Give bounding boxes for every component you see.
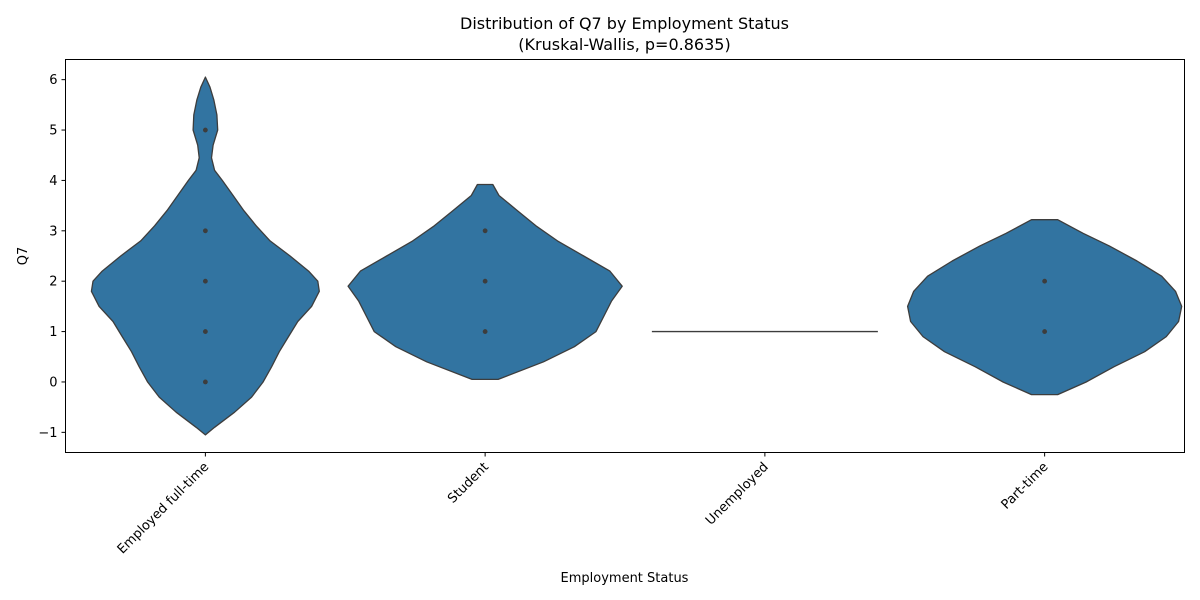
data-point (1042, 278, 1048, 284)
y-axis-label: Q7 (16, 247, 31, 266)
violin-group (906, 219, 1183, 396)
x-axis-ticks: Employed full-time Student Unemployed Part-… (115, 452, 1052, 557)
violin-body (906, 219, 1183, 396)
data-point (202, 329, 208, 334)
x-tick-label: Student (445, 460, 492, 507)
y-tick-label: 1 (49, 325, 57, 340)
plot-frame (65, 59, 1185, 453)
x-tick-label: Employed full-time (115, 460, 212, 557)
data-point (482, 228, 488, 234)
data-point (1042, 329, 1048, 334)
chart-subtitle: (Kruskal-Wallis, p=0.8635) (518, 35, 730, 54)
x-tick-label: Part-time (999, 460, 1052, 513)
y-tick-label: 2 (49, 275, 57, 290)
data-point (202, 379, 208, 385)
violin-body (90, 76, 320, 436)
y-tick-label: 4 (49, 174, 57, 189)
data-point (202, 278, 208, 284)
violins-layer (90, 76, 1183, 436)
y-tick-label: −1 (38, 426, 57, 441)
data-point (482, 278, 488, 284)
y-tick-label: 3 (49, 224, 57, 239)
y-tick-label: 0 (49, 375, 57, 390)
data-point (202, 228, 208, 234)
chart-title: Distribution of Q7 by Employment Status (460, 14, 789, 33)
data-point (202, 127, 208, 133)
data-point (482, 329, 488, 334)
x-axis-label: Employment Status (561, 571, 689, 586)
violin-group (90, 76, 320, 436)
x-tick-label: Unemployed (703, 460, 772, 529)
violin-group (347, 183, 623, 381)
y-axis-ticks: −1 0 1 2 3 4 5 6 (38, 73, 66, 441)
y-tick-label: 6 (49, 73, 57, 88)
y-tick-label: 5 (49, 124, 57, 139)
